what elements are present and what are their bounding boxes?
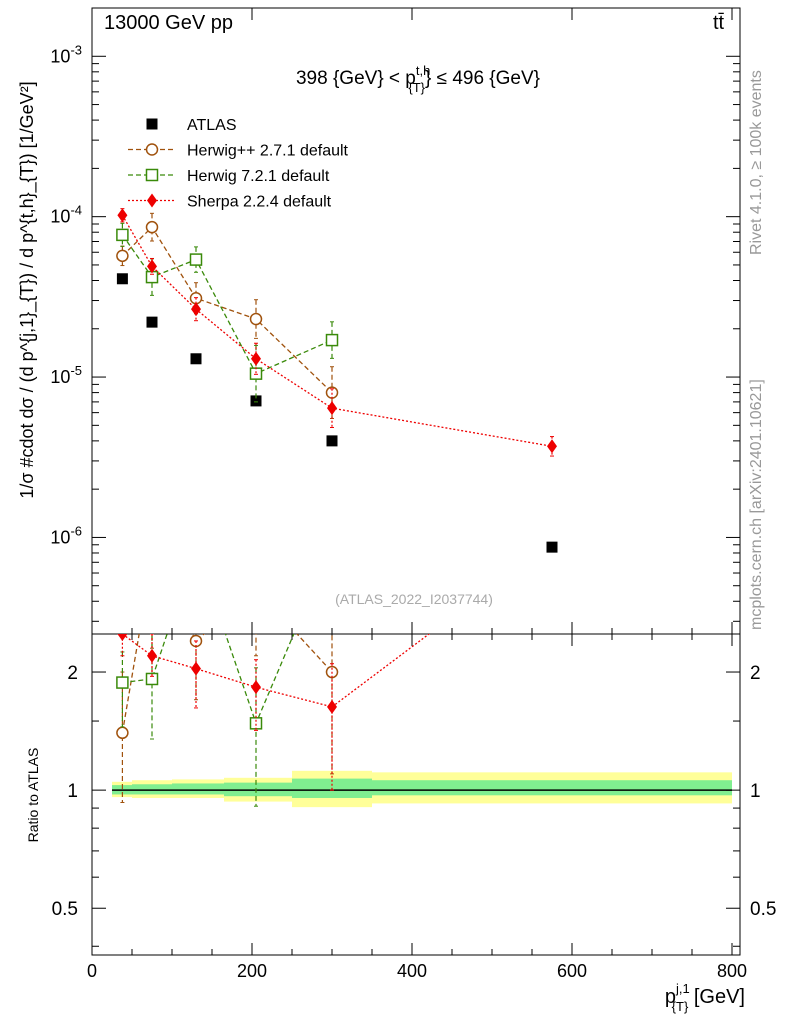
header-right: tt̄ <box>713 12 725 34</box>
ratio-point-herwig-2-7-1-default <box>251 584 262 595</box>
ratio-line-herwig-2-7-1-default <box>121 634 333 733</box>
x-tick-label: 800 <box>717 961 747 981</box>
y-tick-label-ratio-right: 2 <box>750 663 761 684</box>
ratio-line-herwig-7-2-1-default <box>122 634 295 726</box>
ratio-point-sherpa-2-2-4-default <box>251 680 261 695</box>
point-sherpa-2-2-4-default <box>117 208 128 223</box>
point-atlas <box>326 435 338 447</box>
rivet-label: Rivet 4.1.0, ≥ 100k events <box>748 70 765 255</box>
point-herwig-7-2-1-default <box>325 333 339 347</box>
ratio-point-herwig-7-2-1-default <box>191 542 202 553</box>
x-label-sup: j,1 <box>675 981 690 996</box>
ratio-point-herwig-2-7-1-default <box>116 726 129 740</box>
legend-label-atlas: ATLAS <box>187 117 237 134</box>
legend-label-sherpa-2-2-4-default: Sherpa 2.2.4 default <box>187 194 332 211</box>
legend-label-herwig-7-2-1-default: Herwig 7.2.1 default <box>187 168 330 185</box>
ratio-point-herwig-7-2-1-default <box>145 672 159 686</box>
ratio-y-label: Ratio to ATLAS <box>25 748 41 843</box>
ratio-point-herwig-7-2-1-default <box>116 676 129 689</box>
ratio-frame <box>91 633 741 956</box>
point-atlas <box>116 273 128 285</box>
x-label-unit: [GeV] <box>688 986 745 1008</box>
y-tick-label: 10-6 <box>50 523 82 547</box>
point-sherpa-2-2-4-default <box>191 302 201 317</box>
main-series <box>116 208 558 553</box>
point-herwig-2-7-1-default <box>116 249 129 263</box>
title-right: } ≤ 496 {GeV} <box>425 68 540 89</box>
point-sherpa-2-2-4-default <box>147 259 157 274</box>
ratio-point-sherpa-2-2-4-default <box>147 648 157 663</box>
legend-entry-sherpa-2-2-4-default: Sherpa 2.2.4 default <box>128 193 332 211</box>
y-tick-label-ratio: 1 <box>67 781 78 802</box>
point-sherpa-2-2-4-default <box>251 351 261 366</box>
legend-label-herwig-2-7-1-default: Herwig++ 2.7.1 default <box>187 143 349 160</box>
main-panel: 10-6 10-5 10-4 10-3 <box>50 7 741 635</box>
y-tick-label: 10-3 <box>50 42 82 66</box>
y-tick-label-ratio-right: 1 <box>750 781 761 802</box>
legend: ATLAS Herwig++ 2.7.1 default Herwig 7.2.1 … <box>128 117 349 211</box>
header-left: 13000 GeV pp <box>104 12 233 34</box>
ratio-point-herwig-7-2-1-default <box>249 717 263 730</box>
x-tick-label: 600 <box>557 961 587 981</box>
point-herwig-7-2-1-default <box>249 367 263 380</box>
x-tick-label: 0 <box>87 961 97 981</box>
legend-marker-herwig-2-7-1-default <box>145 143 159 156</box>
point-herwig-2-7-1-default <box>249 312 263 326</box>
ratio-point-sherpa-2-2-4-default <box>191 661 201 676</box>
point-atlas <box>546 541 558 553</box>
chart-title: 398 {GeV} < pt,h {T}} ≤ 496 {GeV} <box>296 63 540 95</box>
series-line-herwig-7-2-1-default <box>121 234 333 375</box>
legend-marker-herwig-7-2-1-default <box>145 168 159 182</box>
y-tick-label: 10-4 <box>50 203 82 227</box>
y-tick-label-ratio: 2 <box>67 663 78 684</box>
title-left: 398 {GeV} < p <box>296 68 416 89</box>
legend-marker-atlas <box>146 118 158 130</box>
ratio-bands <box>112 770 732 808</box>
source-label: mcplots.cern.ch [arXiv:2401.10621] <box>748 379 765 630</box>
main-frame <box>91 7 741 635</box>
ratio-point-herwig-7-2-1-default <box>327 538 338 549</box>
legend-entry-atlas: ATLAS <box>146 117 237 134</box>
y-tick-label: 10-5 <box>50 363 82 387</box>
x-label-p: p <box>665 986 676 1008</box>
x-label-sub: {T} <box>672 999 689 1014</box>
band-green <box>132 784 172 795</box>
legend-entry-herwig-7-2-1-default: Herwig 7.2.1 default <box>128 168 330 185</box>
band-green <box>172 783 224 795</box>
title-sub: {T} <box>408 80 425 95</box>
y-tick-label-ratio-right: 0.5 <box>750 899 776 920</box>
series-line-sherpa-2-2-4-default <box>121 214 553 447</box>
point-herwig-7-2-1-default <box>189 253 203 266</box>
point-sherpa-2-2-4-default <box>547 439 557 454</box>
ratio-panel: 0 200 400 600 800 0.5 0.5 1 1 2 2 <box>52 538 776 981</box>
ratio-point-herwig-2-7-1-default <box>147 553 158 564</box>
point-atlas <box>190 353 202 365</box>
ratio-line-sherpa-2-2-4-default <box>122 634 431 708</box>
band-green <box>372 780 732 796</box>
title-sup: t,h <box>416 63 430 78</box>
ratio-point-sherpa-2-2-4-default <box>117 634 128 641</box>
legend-marker-sherpa-2-2-4-default <box>147 193 157 208</box>
point-herwig-7-2-1-default <box>116 228 129 242</box>
ratio-series <box>116 538 431 807</box>
y-tick-label-ratio: 0.5 <box>52 899 78 920</box>
series-line-herwig-2-7-1-default <box>121 226 333 394</box>
point-sherpa-2-2-4-default <box>327 401 337 416</box>
point-atlas <box>250 395 262 407</box>
y-axis-label: 1/σ #cdot dσ / (d p^{j,1}_{T}) / d p^{t,… <box>17 81 38 498</box>
point-herwig-2-7-1-default <box>145 220 159 234</box>
ratio-point-sherpa-2-2-4-default <box>327 699 337 714</box>
x-tick-label: 200 <box>237 961 267 981</box>
x-axis-label: pj,1 {T} [GeV] <box>665 981 745 1014</box>
point-atlas <box>146 316 158 328</box>
legend-entry-herwig-2-7-1-default: Herwig++ 2.7.1 default <box>128 143 349 160</box>
x-tick-label: 400 <box>397 961 427 981</box>
analysis-watermark: (ATLAS_2022_I2037744) <box>335 591 493 607</box>
